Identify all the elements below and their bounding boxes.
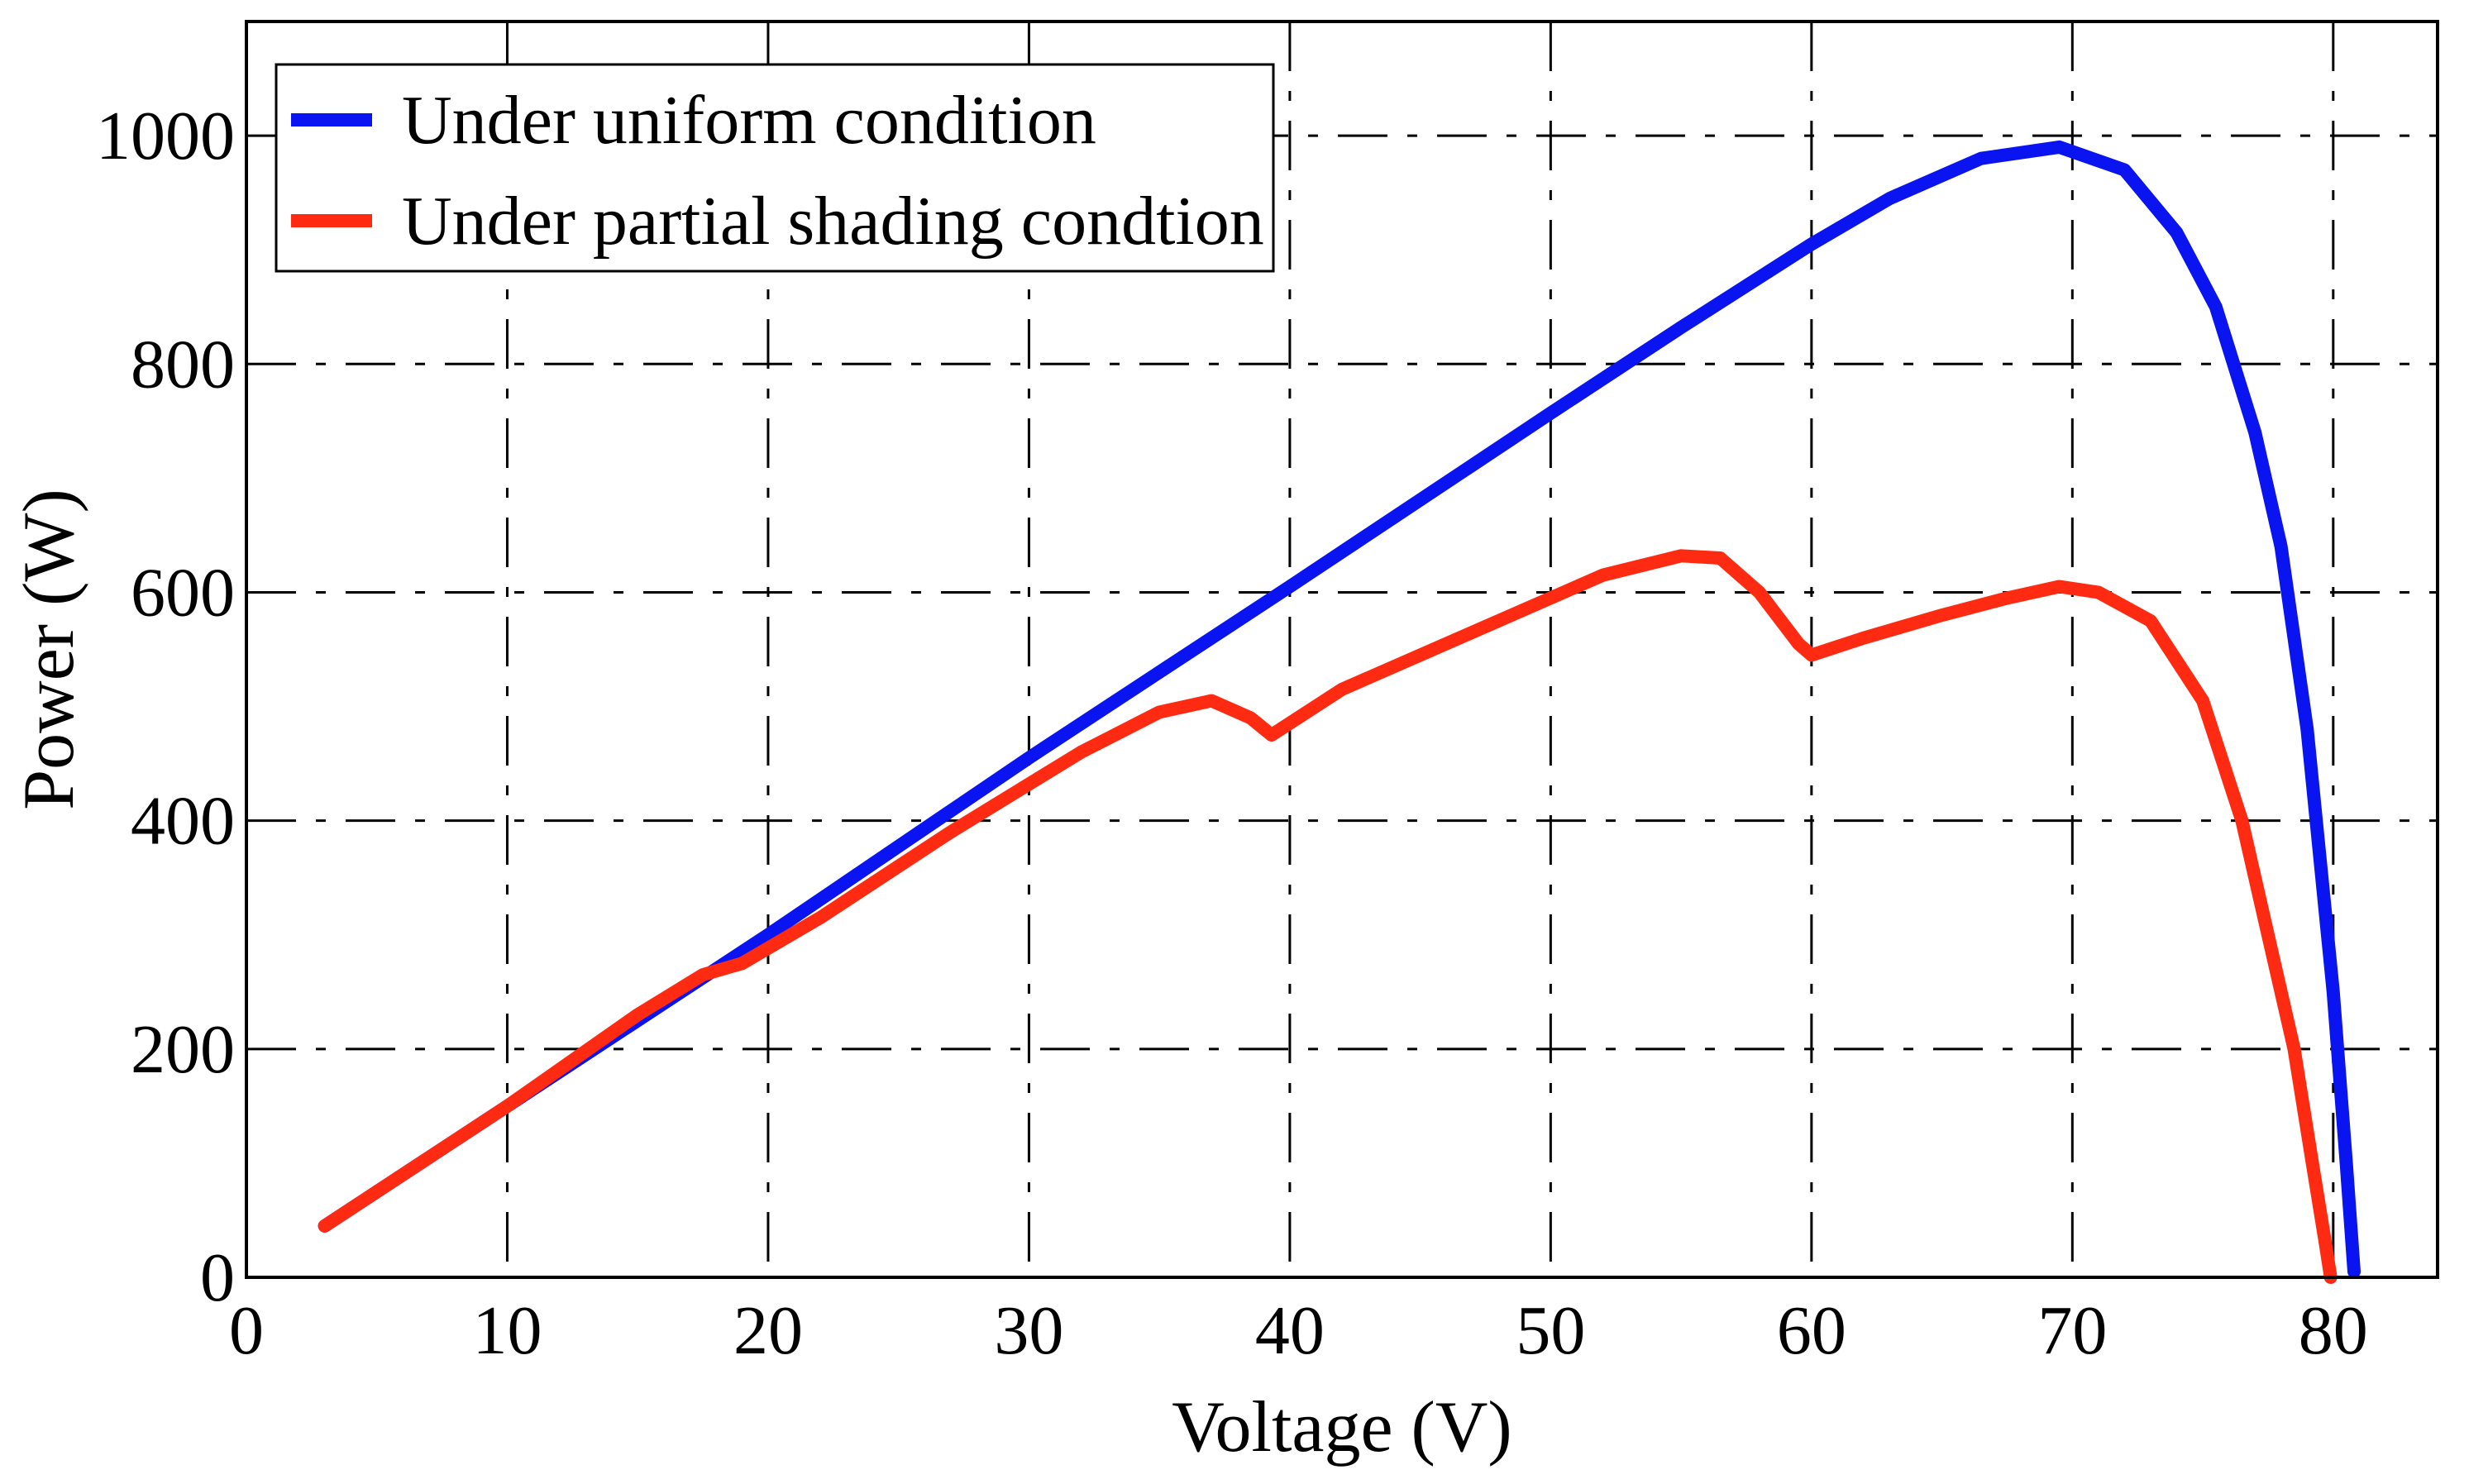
series-line-uniform: [318, 140, 2361, 1279]
x-tick-label: 40: [1255, 1292, 1325, 1369]
series-lines: [318, 140, 2361, 1284]
legend-label-uniform: Under uniform condition: [402, 82, 1096, 159]
x-tick-label: 70: [2037, 1292, 2107, 1369]
x-tick-label: 0: [229, 1292, 264, 1369]
x-axis-label: Voltage (V): [1172, 1387, 1511, 1467]
legend-box: [275, 63, 1275, 273]
x-tick-label: 10: [472, 1292, 542, 1369]
x-tick-label: 80: [2299, 1292, 2368, 1369]
legend-label-partial-shading: Under partial shading condtion: [402, 183, 1264, 260]
y-tick-label: 200: [131, 1011, 235, 1088]
y-tick-label: 0: [200, 1239, 235, 1316]
y-tick-label: 600: [131, 554, 235, 631]
x-axis-ticks: 0 10 20 30 40 50 60 70 80: [229, 1292, 2368, 1369]
y-axis-ticks: 0 200 400 600 800 1000: [96, 98, 235, 1316]
plot-frame: [245, 20, 2439, 1279]
y-tick-label: 800: [131, 326, 235, 403]
grid: [246, 21, 2438, 1277]
legend: Under uniform condition Under partial sh…: [275, 63, 1275, 273]
y-tick-label: 1000: [96, 98, 235, 174]
y-tick-label: 400: [131, 783, 235, 860]
x-tick-label: 30: [994, 1292, 1063, 1369]
x-tick-label: 20: [733, 1292, 803, 1369]
series-line-partial-shading: [318, 549, 2338, 1284]
y-axis-label: Power (W): [9, 489, 89, 810]
x-tick-label: 60: [1777, 1292, 1846, 1369]
x-tick-label: 50: [1516, 1292, 1585, 1369]
